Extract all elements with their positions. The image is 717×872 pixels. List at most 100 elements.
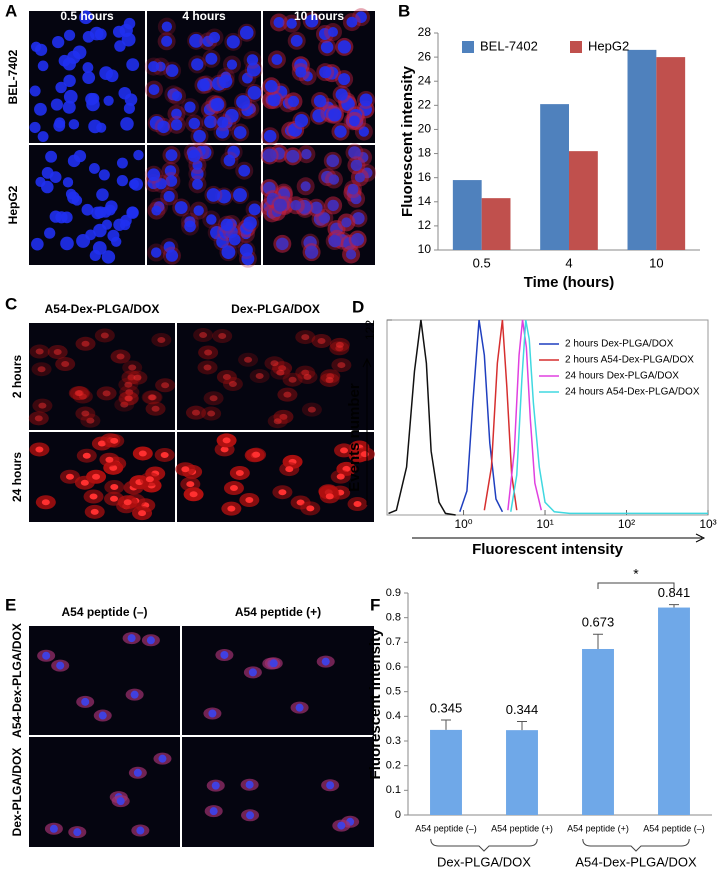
nucleus (124, 381, 133, 388)
nucleus (191, 167, 204, 181)
panel-label: D (352, 297, 364, 316)
nucleus (290, 34, 303, 47)
legend-swatch (462, 41, 474, 53)
nucleus (133, 149, 144, 161)
nucleus (62, 57, 76, 71)
nucleus (82, 452, 91, 459)
nucleus (157, 336, 166, 343)
nucleus (123, 102, 135, 114)
nucleus (171, 90, 183, 102)
nucleus (38, 402, 47, 409)
y-tick-label: 12 (418, 218, 432, 232)
nucleus (49, 210, 62, 223)
nucleus (278, 489, 287, 496)
cell (118, 391, 139, 406)
nucleus (63, 89, 78, 104)
nucleus (279, 413, 288, 420)
y-tick-label: 22 (418, 98, 432, 112)
nucleus (148, 84, 160, 95)
nucleus (97, 440, 106, 447)
nucleus (189, 33, 204, 48)
nucleus (101, 219, 113, 230)
nucleus (354, 172, 365, 183)
nucleus (110, 437, 119, 444)
nucleus (53, 349, 62, 356)
nucleus (136, 826, 145, 835)
x-tick-label: 10¹ (536, 517, 553, 531)
nucleus (147, 394, 156, 401)
x-tick-label: 4 (565, 255, 572, 270)
cell (141, 390, 162, 405)
nucleus (158, 754, 167, 763)
nucleus (35, 176, 46, 187)
nucleus (42, 651, 51, 660)
bar (627, 49, 657, 250)
cell (72, 389, 93, 404)
nucleus (221, 245, 236, 260)
nucleus (127, 634, 136, 643)
nucleus (92, 241, 107, 255)
y-tick-label: 0.1 (386, 784, 401, 796)
nucleus (126, 58, 140, 72)
nucleus (350, 193, 362, 205)
nucleus (98, 169, 110, 181)
cell (151, 332, 172, 347)
nucleus (346, 16, 358, 28)
nucleus (206, 214, 217, 225)
nucleus (273, 16, 285, 28)
nucleus (161, 21, 173, 32)
cell (295, 330, 316, 345)
nucleus (303, 373, 312, 380)
nucleus (208, 709, 217, 718)
nucleus (130, 690, 139, 699)
nucleus (101, 250, 116, 264)
nucleus (31, 237, 44, 251)
nucleus (273, 418, 282, 425)
column-header: A54 peptide (–) (61, 605, 147, 619)
nucleus (335, 345, 344, 352)
nucleus (197, 78, 210, 92)
column-header: 0.5 hours (60, 9, 114, 23)
row-label: HepG2 (6, 185, 20, 224)
x-tick-label: A54 peptide (+) (491, 823, 553, 833)
nucleus (340, 447, 349, 454)
y-tick-label: 0 (395, 809, 401, 821)
nucleus (351, 232, 365, 246)
nucleus (321, 657, 330, 666)
cell (272, 361, 293, 376)
nucleus (186, 481, 195, 488)
y-tick-label: 122 (363, 320, 377, 340)
nucleus (287, 95, 300, 107)
nucleus (267, 93, 281, 107)
x-tick-label: A54 peptide (+) (567, 823, 629, 833)
nucleus (127, 374, 136, 381)
nucleus (92, 473, 101, 480)
nucleus (130, 177, 144, 191)
nucleus (228, 380, 237, 387)
nucleus (325, 376, 334, 383)
cell (28, 411, 49, 426)
nucleus (301, 149, 312, 160)
error-bar (441, 719, 451, 730)
series-line (388, 319, 456, 516)
nucleus (37, 60, 49, 72)
nucleus (88, 163, 100, 174)
nucleus (193, 205, 204, 216)
cell (119, 385, 140, 400)
nucleus (62, 100, 76, 114)
cell (264, 356, 285, 371)
nucleus (188, 117, 201, 130)
bar (430, 729, 462, 815)
nucleus (248, 668, 257, 677)
nucleus (217, 189, 232, 204)
bar (656, 57, 686, 250)
nucleus (126, 206, 139, 219)
nucleus (218, 333, 227, 340)
cell (197, 360, 218, 375)
nucleus (248, 203, 261, 216)
panel-label: B (398, 1, 410, 20)
nucleus (113, 218, 126, 231)
column-header: A54 peptide (+) (235, 605, 321, 619)
value-label: 0.344 (506, 702, 539, 717)
x-axis-label: Fluorescent intensity (472, 541, 624, 558)
